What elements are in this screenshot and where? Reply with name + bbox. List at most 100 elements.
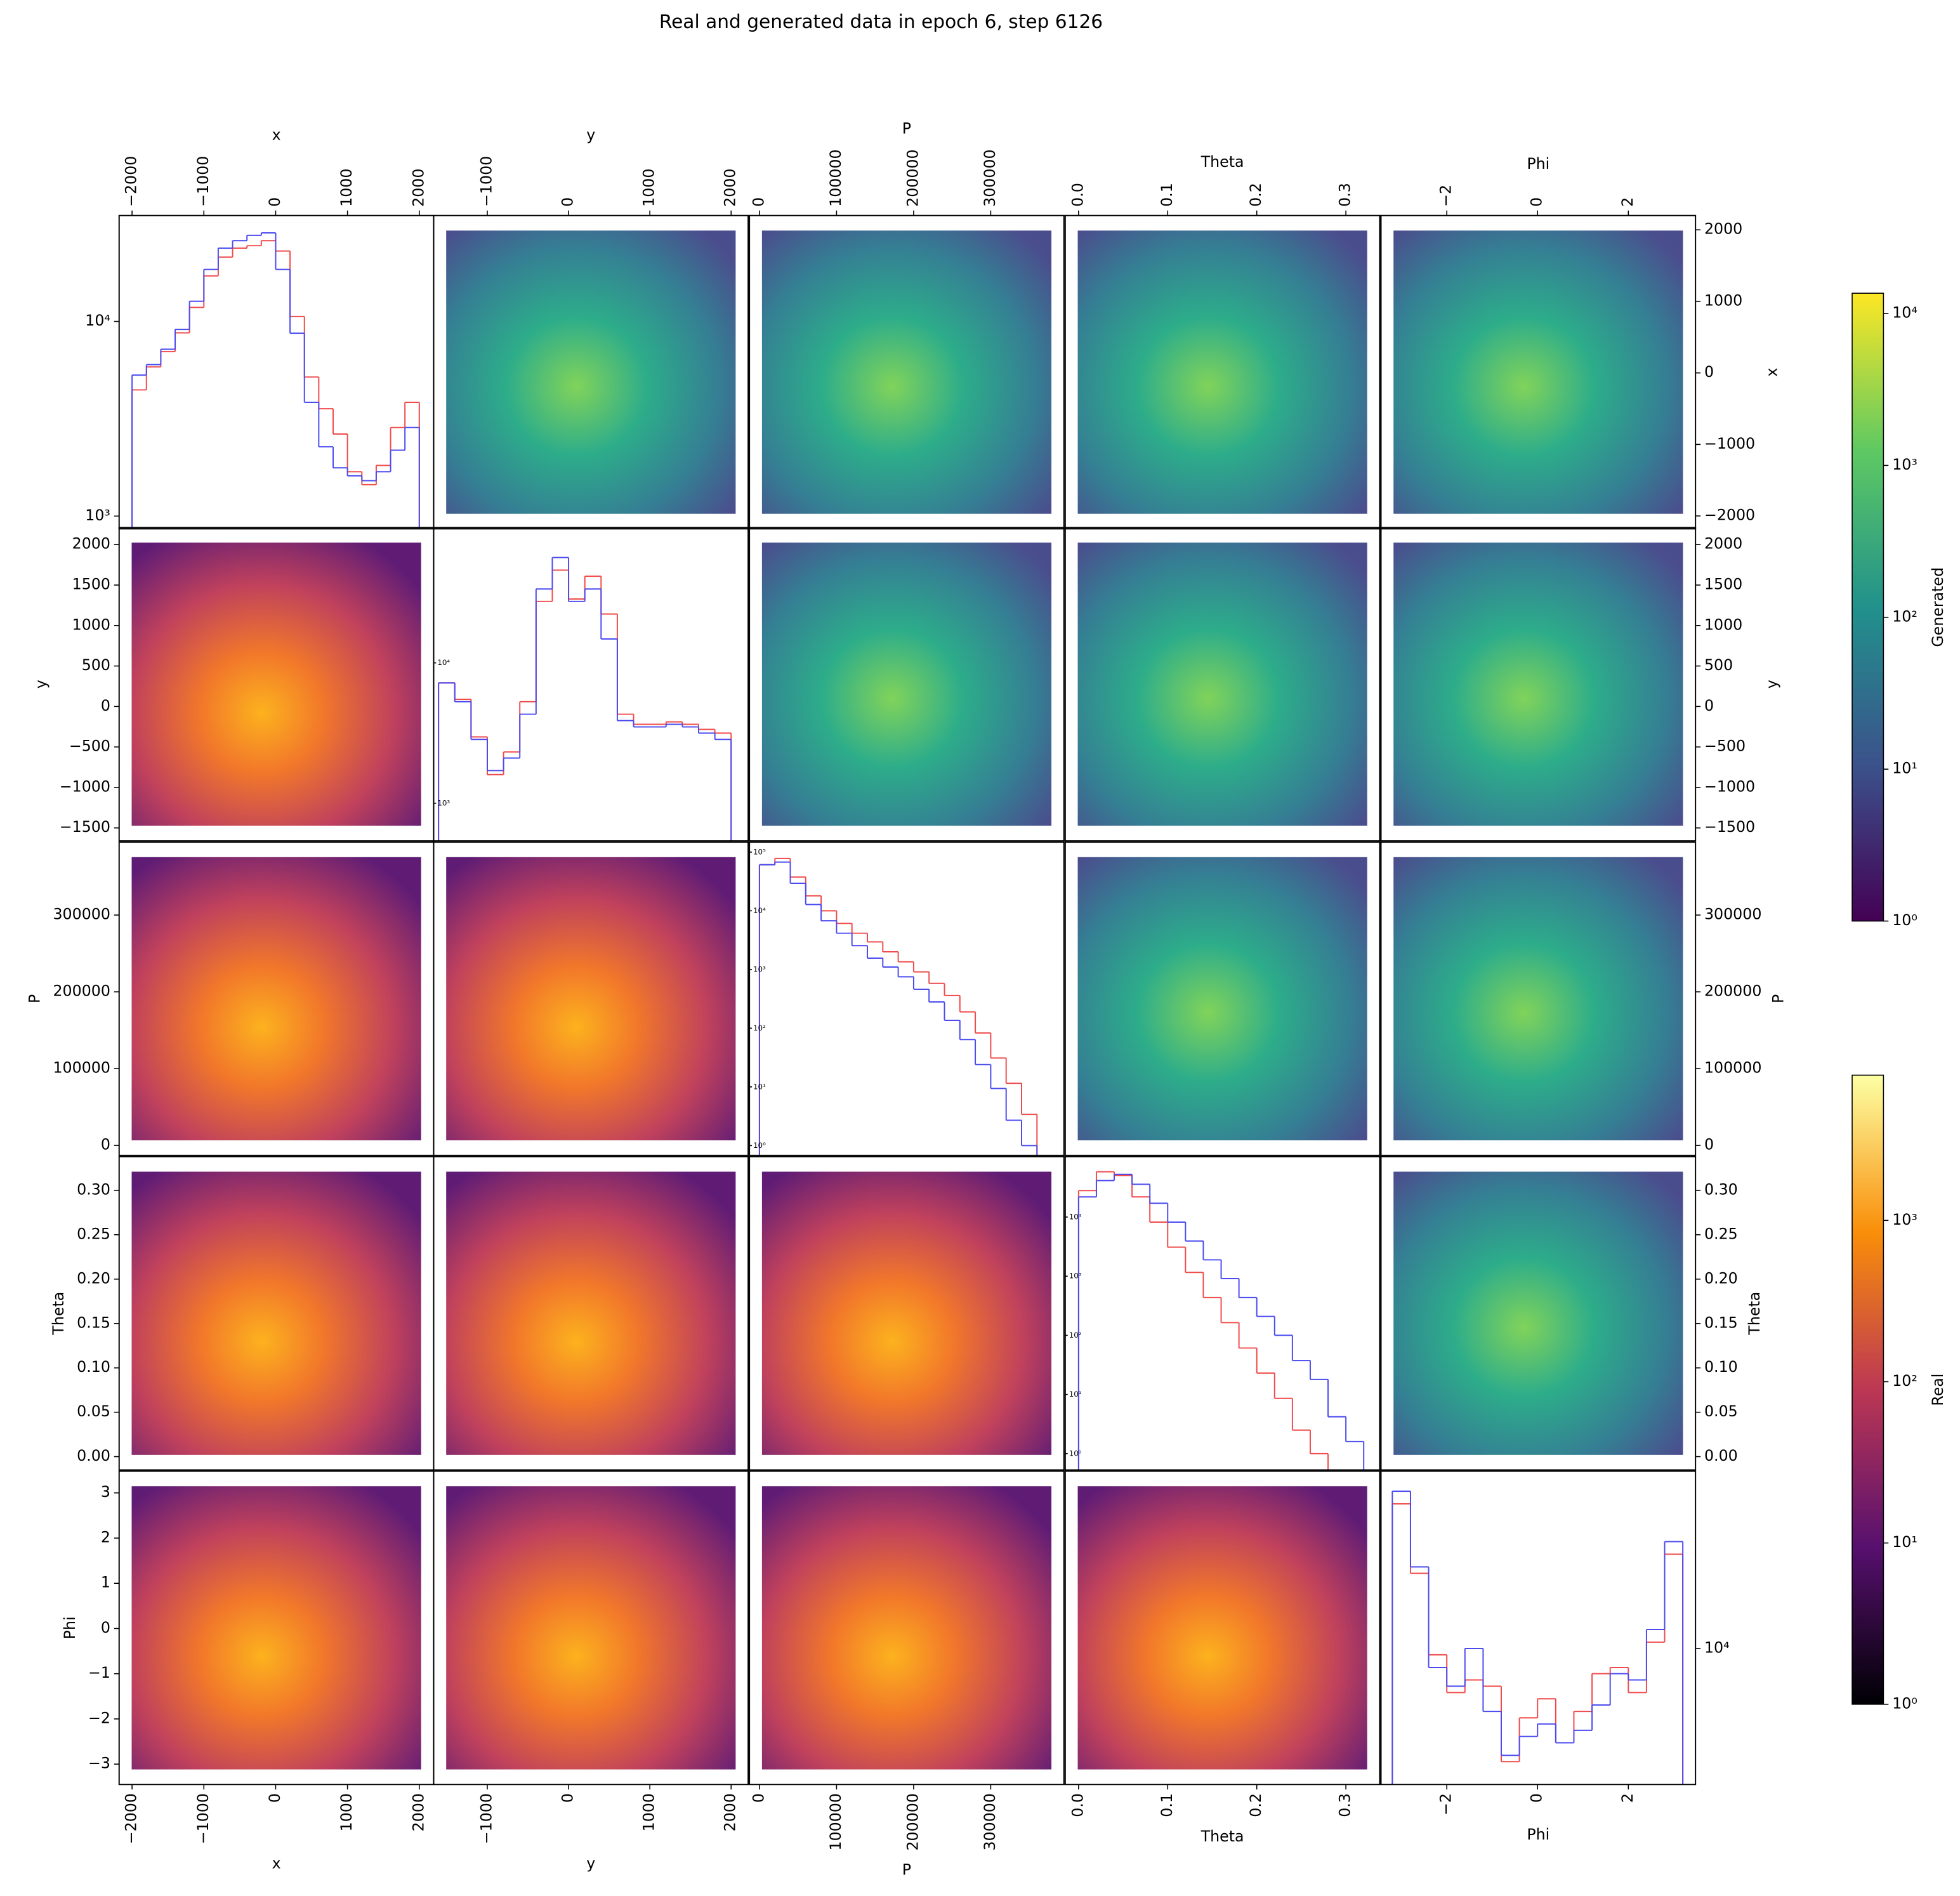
y-axis-label: P [1770, 994, 1787, 1003]
y-tick-label: 10⁴ [1069, 1213, 1082, 1221]
y-tick-label: 0.00 [1704, 1447, 1738, 1465]
heatmap-panel [1393, 1171, 1683, 1455]
y-tick-label: 0.25 [77, 1225, 110, 1242]
y-tick-label: −3 [88, 1754, 110, 1772]
y-tick-label: −1 [88, 1664, 110, 1682]
y-tick-label: −1500 [60, 818, 110, 836]
x-axis-label: y [586, 1854, 595, 1872]
y-tick-label: −500 [69, 737, 110, 755]
heatmap-panel [1077, 857, 1367, 1141]
heatmap-density [1393, 230, 1683, 514]
y-tick-label: 2000 [72, 535, 110, 553]
x-tick-label: 0 [266, 1793, 284, 1803]
y-tick-label: 500 [1704, 656, 1733, 674]
x-tick-label: −2000 [122, 1793, 140, 1844]
x-axis-label: Theta [1200, 153, 1244, 171]
panel-frame [1064, 527, 1381, 842]
x-tick-label: 0.2 [1247, 183, 1265, 207]
y-tick-label: 0 [101, 1619, 110, 1636]
y-tick-label: 2000 [1704, 535, 1742, 553]
x-tick-label: 0.3 [1336, 183, 1354, 207]
y-axis-label: y [1763, 680, 1780, 688]
colorbar-tick-label: 10² [1892, 1372, 1917, 1390]
x-tick-label: 1000 [640, 169, 658, 207]
y-tick-label: 500 [82, 656, 110, 674]
y-tick-label: 10³ [1069, 1272, 1082, 1280]
panel-frame [749, 1470, 1065, 1786]
heatmap-panel [761, 543, 1052, 826]
colorbar-tick-label: 10¹ [1892, 1533, 1917, 1551]
x-tick-label: 0 [266, 197, 284, 207]
heatmap-panel [761, 230, 1052, 514]
x-tick-label: 2000 [409, 169, 427, 207]
y-tick-label: 1000 [72, 616, 110, 633]
heatmap-density [761, 543, 1052, 826]
y-tick-label: 0 [1704, 697, 1714, 714]
x-tick-label: 1000 [640, 1793, 658, 1831]
x-tick-label: 0 [559, 197, 577, 207]
heatmap-panel [446, 857, 736, 1141]
colorbar [1851, 1074, 1884, 1705]
y-tick-label: 0.00 [77, 1447, 110, 1465]
heatmap-density [131, 543, 421, 826]
y-tick-label: 10³ [753, 964, 766, 973]
heatmap-panel [131, 543, 421, 826]
histogram [1391, 1491, 1684, 1785]
y-tick-label: 0.05 [77, 1402, 110, 1420]
y-tick-label: 2 [101, 1528, 110, 1546]
y-tick-label: 10⁴ [437, 658, 450, 667]
x-axis-label: P [902, 1861, 911, 1879]
y-tick-label: 0 [1704, 363, 1714, 381]
panel-frame [1380, 1470, 1697, 1786]
y-axis-label: Theta [49, 1292, 67, 1336]
heatmap-density [446, 1171, 736, 1455]
x-axis-label: x [272, 126, 281, 144]
panel-frame [1380, 841, 1697, 1156]
y-tick-label: 200000 [53, 982, 110, 1000]
heatmap-panel [131, 857, 421, 1141]
y-tick-label: −500 [1704, 737, 1746, 755]
colorbar-label: Generated [1929, 567, 1947, 647]
y-tick-label: 3 [101, 1483, 110, 1501]
y-tick-label: 1000 [1704, 616, 1742, 633]
x-axis-label: Theta [1200, 1827, 1244, 1845]
y-tick-label: −1000 [1704, 435, 1755, 452]
y-tick-label: 1 [101, 1574, 110, 1591]
y-tick-label: 2000 [1704, 220, 1742, 238]
y-tick-label: −1000 [60, 777, 110, 795]
heatmap-panel [1077, 230, 1367, 514]
heatmap-panel [131, 1171, 421, 1455]
x-axis-label: y [586, 126, 595, 144]
panel-frame [749, 841, 1065, 1156]
y-tick-label: 0.15 [1704, 1313, 1738, 1331]
y-tick-label: 10¹ [753, 1082, 766, 1091]
y-tick-label: 200000 [1704, 982, 1761, 1000]
panel-frame [1064, 1155, 1381, 1471]
heatmap-density [761, 230, 1052, 514]
heatmap-density [131, 1486, 421, 1770]
panel-frame [749, 1155, 1065, 1471]
histogram [438, 556, 732, 841]
y-axis-label: x [1763, 368, 1780, 377]
histogram [131, 232, 420, 529]
y-tick-label: 10⁰ [1069, 1449, 1082, 1458]
x-tick-label: 0 [1528, 1793, 1546, 1803]
y-tick-label: 300000 [53, 905, 110, 923]
x-tick-label: −2000 [122, 156, 140, 207]
heatmap-density [761, 1486, 1052, 1770]
y-tick-label: 10³ [85, 506, 110, 524]
y-tick-label: 0.30 [77, 1180, 110, 1198]
panel-frame [1064, 1470, 1381, 1786]
x-tick-label: 0 [1528, 197, 1546, 207]
heatmap-panel [446, 1486, 736, 1770]
heatmap-density [1077, 230, 1367, 514]
x-tick-label: 200000 [904, 1793, 921, 1850]
heatmap-panel [1393, 857, 1683, 1141]
panel-frame [1064, 214, 1381, 530]
x-tick-label: −1000 [477, 1793, 495, 1844]
colorbar-tick-label: 10³ [1892, 1211, 1917, 1228]
y-axis-label: Theta [1746, 1292, 1763, 1336]
panel-frame [118, 214, 435, 530]
x-tick-label: 0.2 [1247, 1793, 1265, 1817]
